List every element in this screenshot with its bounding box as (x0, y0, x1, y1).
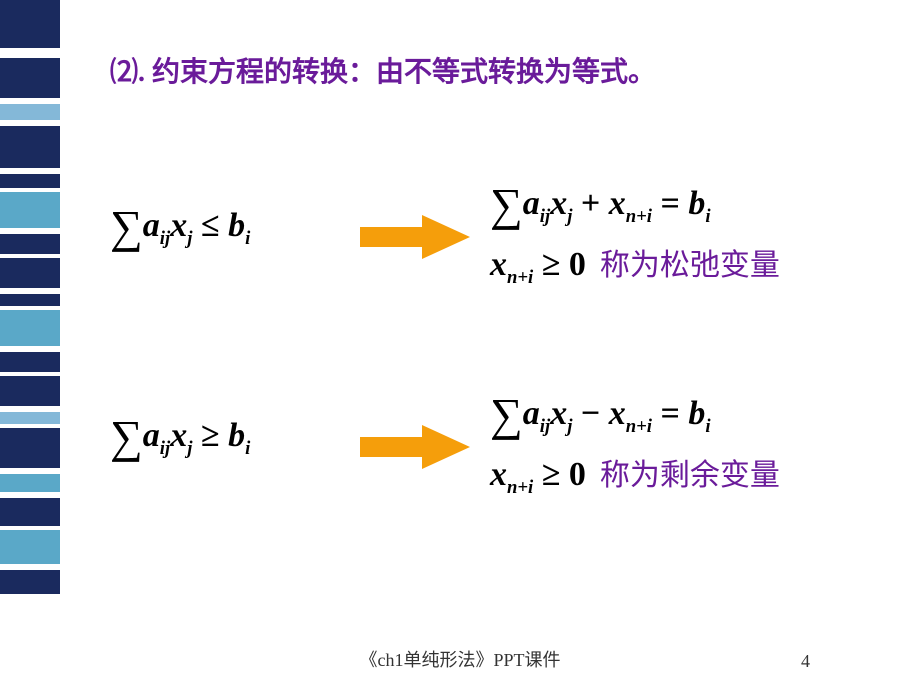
sidebar-stripe (0, 376, 60, 406)
lhs-inequality-le: ∑aijxj ≤ bi (110, 200, 250, 253)
sidebar-stripe (0, 192, 60, 228)
sidebar-stripe (0, 310, 60, 346)
sidebar-stripe (0, 412, 60, 424)
sidebar-stripe (0, 48, 60, 58)
sidebar-stripe (0, 498, 60, 526)
sidebar-stripe (0, 234, 60, 254)
page-number: 4 (801, 651, 810, 672)
slide-heading: ⑵. 约束方程的转换：由不等式转换为等式。 (110, 50, 656, 90)
rhs-equations-1: ∑aijxj + xn+i = bi xn+i ≥ 0称为松弛变量 (490, 170, 780, 292)
arrow-icon (360, 425, 470, 474)
footer-text: 《ch1单纯形法》PPT课件 (0, 646, 920, 672)
slack-var-label: 称为松弛变量 (600, 249, 780, 282)
eq2-line2: xn+i ≥ 0称为剩余变量 (490, 449, 780, 502)
sidebar-stripe (0, 530, 60, 564)
sidebar-stripe (0, 174, 60, 188)
equation-row-2: ∑aijxj ≥ bi ∑aijxj − xn+i = bi xn+i ≥ 0称… (110, 390, 910, 520)
heading-text: 约束方程的转换：由不等式转换为等式。 (152, 57, 656, 88)
slide-content: ⑵. 约束方程的转换：由不等式转换为等式。 ∑aijxj ≤ bi ∑aijxj… (80, 0, 920, 690)
sidebar-stripe (0, 58, 60, 98)
eq2-line1: ∑aijxj − xn+i = bi (490, 380, 780, 449)
lhs-inequality-ge: ∑aijxj ≥ bi (110, 410, 250, 463)
sidebar-stripe (0, 0, 60, 48)
sidebar-stripe (0, 428, 60, 468)
sidebar-stripe (0, 126, 60, 168)
sidebar-stripe (0, 352, 60, 372)
eq1-line1: ∑aijxj + xn+i = bi (490, 170, 780, 239)
decorative-sidebar (0, 0, 60, 690)
sidebar-stripe (0, 294, 60, 306)
sidebar-stripe (0, 258, 60, 288)
sidebar-stripe (0, 594, 60, 690)
heading-prefix: ⑵. (110, 57, 145, 88)
rhs-equations-2: ∑aijxj − xn+i = bi xn+i ≥ 0称为剩余变量 (490, 380, 780, 502)
sidebar-stripe (0, 104, 60, 120)
eq1-line2: xn+i ≥ 0称为松弛变量 (490, 239, 780, 292)
sidebar-stripe (0, 474, 60, 492)
equation-row-1: ∑aijxj ≤ bi ∑aijxj + xn+i = bi xn+i ≥ 0称… (110, 180, 910, 310)
sidebar-stripe (0, 570, 60, 594)
arrow-icon (360, 215, 470, 264)
surplus-var-label: 称为剩余变量 (600, 459, 780, 492)
